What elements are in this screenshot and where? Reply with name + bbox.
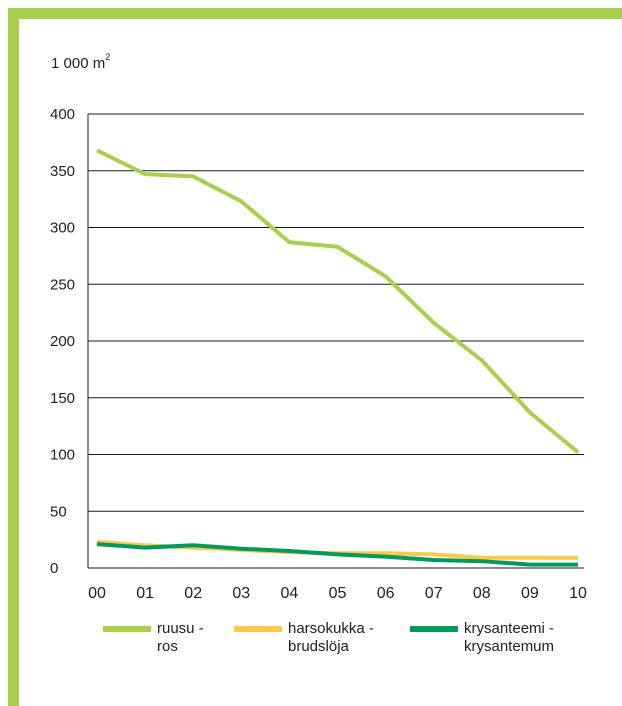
legend-item-ruusu: ruusu - ros	[103, 620, 204, 656]
y-axis-unit-label: 1 000 m2	[51, 52, 111, 72]
legend-item-harsokukka: harsokukka - brudslöja	[234, 620, 374, 656]
x-tick-label: 01	[136, 585, 154, 602]
grid-lines	[87, 113, 584, 569]
legend-item-krysanteemi: krysanteemi - krysantemum	[410, 620, 554, 656]
y-tick-label: 150	[50, 390, 75, 407]
y-tick-label: 0	[50, 560, 58, 577]
x-tick-label: 10	[569, 585, 587, 602]
x-tick-labels: 00 01 02 03 04 05 06 07 08 09 10	[88, 585, 587, 602]
x-tick-label: 05	[329, 585, 347, 602]
legend-swatch-harsokukka	[234, 626, 282, 632]
series-line-2	[96, 542, 578, 567]
frame-left-bar	[8, 8, 19, 706]
x-tick-label: 02	[184, 585, 202, 602]
x-tick-label: 06	[377, 585, 395, 602]
legend-label-harsokukka: harsokukka - brudslöja	[288, 620, 374, 655]
x-tick-label: 09	[521, 585, 539, 602]
frame-top-bar	[8, 8, 622, 19]
x-tick-label: 08	[473, 585, 491, 602]
y-tick-labels: 0 50 100 150 200 250 300 350 400	[50, 106, 75, 577]
x-tick-label: 00	[88, 585, 106, 602]
y-tick-label: 300	[50, 220, 75, 237]
series-line-0	[96, 148, 580, 454]
y-tick-label: 50	[50, 503, 67, 520]
legend-swatch-krysanteemi	[410, 626, 458, 632]
y-tick-label: 400	[50, 106, 75, 123]
x-tick-label: 04	[281, 585, 299, 602]
legend-swatch-ruusu	[103, 626, 151, 632]
x-tick-label: 03	[232, 585, 250, 602]
y-tick-label: 100	[50, 447, 75, 464]
legend-label-ruusu: ruusu - ros	[157, 620, 204, 655]
y-tick-label: 350	[50, 163, 75, 180]
y-tick-label: 200	[50, 333, 75, 350]
x-tick-label: 07	[425, 585, 443, 602]
y-tick-label: 250	[50, 276, 75, 293]
legend-label-krysanteemi: krysanteemi - krysantemum	[464, 620, 555, 655]
series-lines	[96, 148, 580, 567]
